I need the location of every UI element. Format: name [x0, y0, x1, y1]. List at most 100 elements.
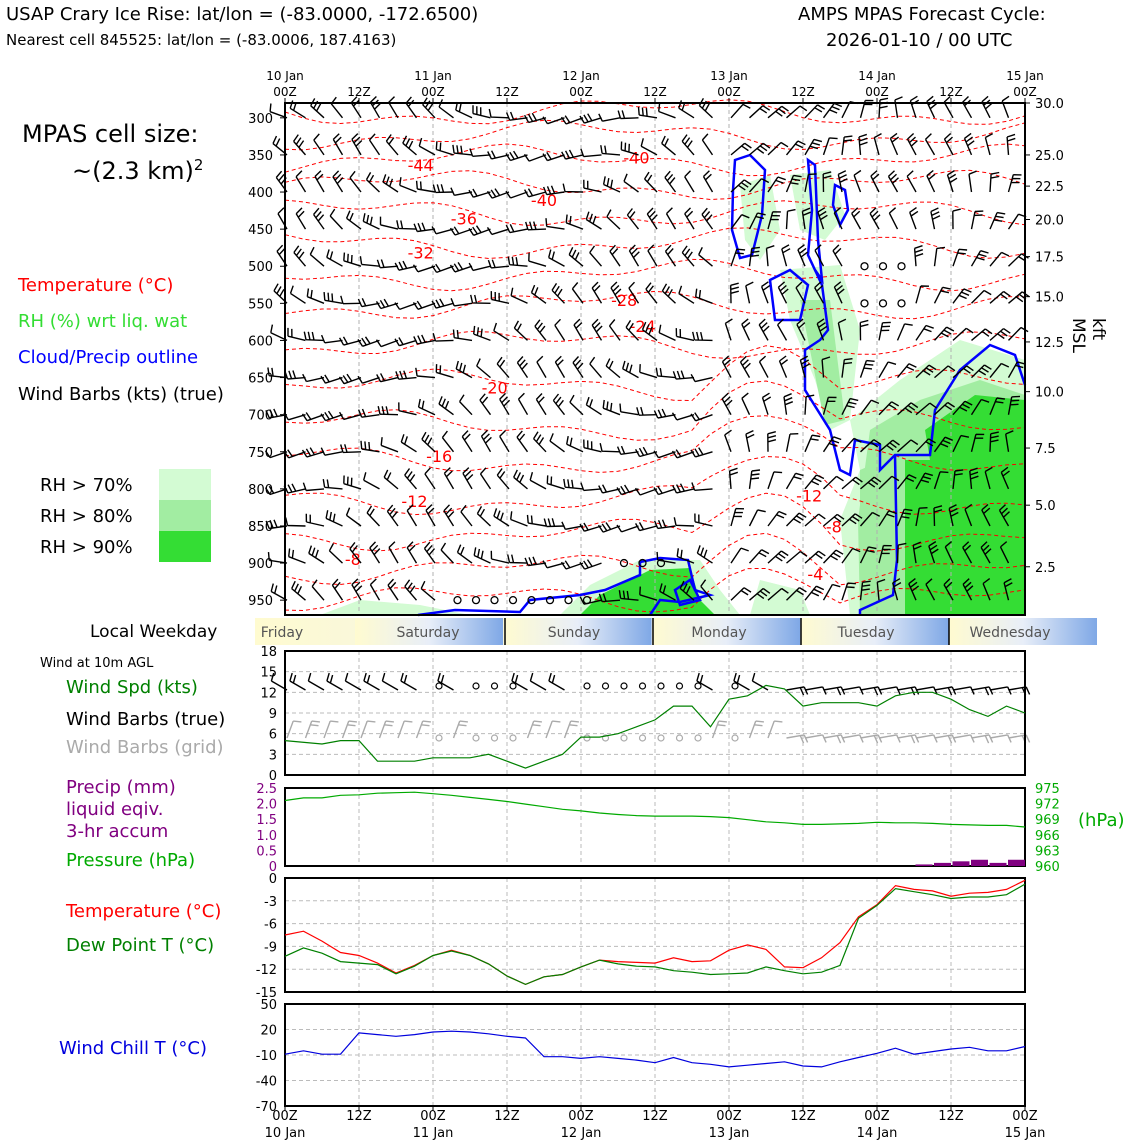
- wind-barb: [730, 547, 749, 564]
- wind-barb: [647, 244, 658, 267]
- wind-barb: [1000, 466, 1010, 490]
- wind-barb: [357, 375, 380, 384]
- isotherm: [284, 345, 1026, 402]
- calm-circle: [435, 682, 443, 690]
- wind-barb-10m: [934, 686, 957, 696]
- calm-circle: [731, 682, 739, 690]
- wind-barb: [455, 360, 473, 379]
- wind-barb: [313, 207, 325, 230]
- wind-barb: [841, 101, 859, 119]
- wind-barb: [658, 103, 676, 119]
- wind-barb: [851, 207, 862, 230]
- wind-barb: [450, 298, 473, 307]
- wind-barb: [821, 356, 831, 378]
- wind-barb: [637, 106, 658, 119]
- isotherm-label: -20: [482, 379, 508, 398]
- wind-barb: [952, 327, 974, 341]
- wind-barb: [971, 289, 992, 304]
- wind-barb: [894, 96, 903, 118]
- calm-circle-grid: [731, 734, 739, 742]
- legend-wind-barbs: Wind Barbs (kts) (true): [18, 384, 224, 405]
- wind-barb: [616, 524, 639, 533]
- wind-barb: [468, 262, 491, 272]
- wind-barb: [948, 504, 959, 527]
- wind-barb: [591, 318, 603, 341]
- wind-barb: [748, 469, 761, 489]
- wind-barb: [380, 437, 399, 453]
- pressure-tick-label: 650: [248, 372, 273, 387]
- top-date-label: 14 Jan: [858, 69, 896, 83]
- isotherm: [284, 492, 1026, 552]
- wind-barb: [749, 142, 771, 156]
- wind-barb: [952, 434, 970, 453]
- calm-circle-grid: [675, 734, 684, 742]
- wind-barb: [690, 447, 713, 458]
- wind-barb: [288, 548, 306, 564]
- wind-barb: [302, 482, 325, 492]
- wind-barb: [343, 475, 362, 490]
- wind-barb: [295, 170, 307, 193]
- calm-circle: [878, 299, 888, 308]
- wind-barb: [767, 176, 786, 193]
- wind-barb: [314, 170, 325, 193]
- bottom-date-label: 13 Jan: [709, 1126, 750, 1140]
- wind-barb: [964, 503, 973, 527]
- wind-barb: [287, 327, 306, 342]
- wind-barb: [796, 318, 806, 341]
- wind-barb: [878, 401, 900, 416]
- wind-barb: [301, 447, 325, 458]
- wind-barb: [822, 137, 838, 156]
- wind-barb: [933, 436, 953, 453]
- wind-barb: [661, 135, 676, 156]
- pressure-unit: (hPa): [1078, 810, 1125, 831]
- legend-barbs-grid: Wind Barbs (grid): [66, 737, 224, 758]
- wind-barb: [525, 221, 547, 231]
- wind-barb: [785, 472, 804, 490]
- wind-barb: [338, 373, 362, 385]
- isotherm-label: -4: [807, 565, 823, 584]
- wind-barb: [394, 337, 417, 347]
- pressure-tick-label: 750: [248, 446, 273, 461]
- wind-barb: [785, 140, 806, 156]
- wind-barb: [644, 171, 658, 193]
- wind-barb: [765, 245, 775, 267]
- rh80-swatch: [159, 500, 211, 531]
- wind-barb: [431, 298, 454, 309]
- wind-barb: [320, 374, 343, 384]
- wind-barb: [398, 402, 417, 416]
- wind-barb: [583, 179, 602, 193]
- calm-circle: [508, 596, 518, 605]
- wind-barb: [1006, 133, 1016, 155]
- wind-barb: [618, 590, 639, 601]
- wind-barb: [837, 318, 847, 341]
- wind-barb: [338, 411, 362, 421]
- wind-10m-label: Wind at 10m AGL: [40, 656, 154, 671]
- wind-barb-10m: [289, 672, 306, 691]
- wind-barb: [944, 541, 954, 564]
- wind-barb: [730, 248, 746, 267]
- wind-barb-10m: [344, 672, 362, 691]
- wind-barb: [822, 171, 832, 193]
- wind-barb: [952, 288, 972, 304]
- calm-circle: [897, 299, 906, 308]
- wind-barb: [579, 559, 602, 570]
- wind-barb-10m: [952, 686, 975, 695]
- cell-size-text: ~(2.3 km): [72, 157, 194, 185]
- wind-barb: [767, 141, 789, 156]
- kft-tick-label: 12.5: [1035, 336, 1064, 351]
- wind-barb: [730, 142, 752, 156]
- wind-barb: [382, 174, 399, 193]
- wind-barb: [767, 211, 781, 230]
- wind-barb: [785, 512, 807, 527]
- wind-barb: [311, 579, 325, 601]
- top-date-label: 10 Jan: [266, 69, 304, 83]
- wind-barb: [841, 358, 853, 378]
- wind-barb: [579, 522, 602, 532]
- precip-ytick-label: 0.5: [256, 844, 277, 859]
- wind-barb: [915, 324, 934, 341]
- wind-barb: [822, 583, 841, 601]
- legend-precip-3: 3-hr accum: [66, 821, 169, 842]
- wind-barb: [585, 211, 602, 230]
- calm-circle: [583, 682, 591, 690]
